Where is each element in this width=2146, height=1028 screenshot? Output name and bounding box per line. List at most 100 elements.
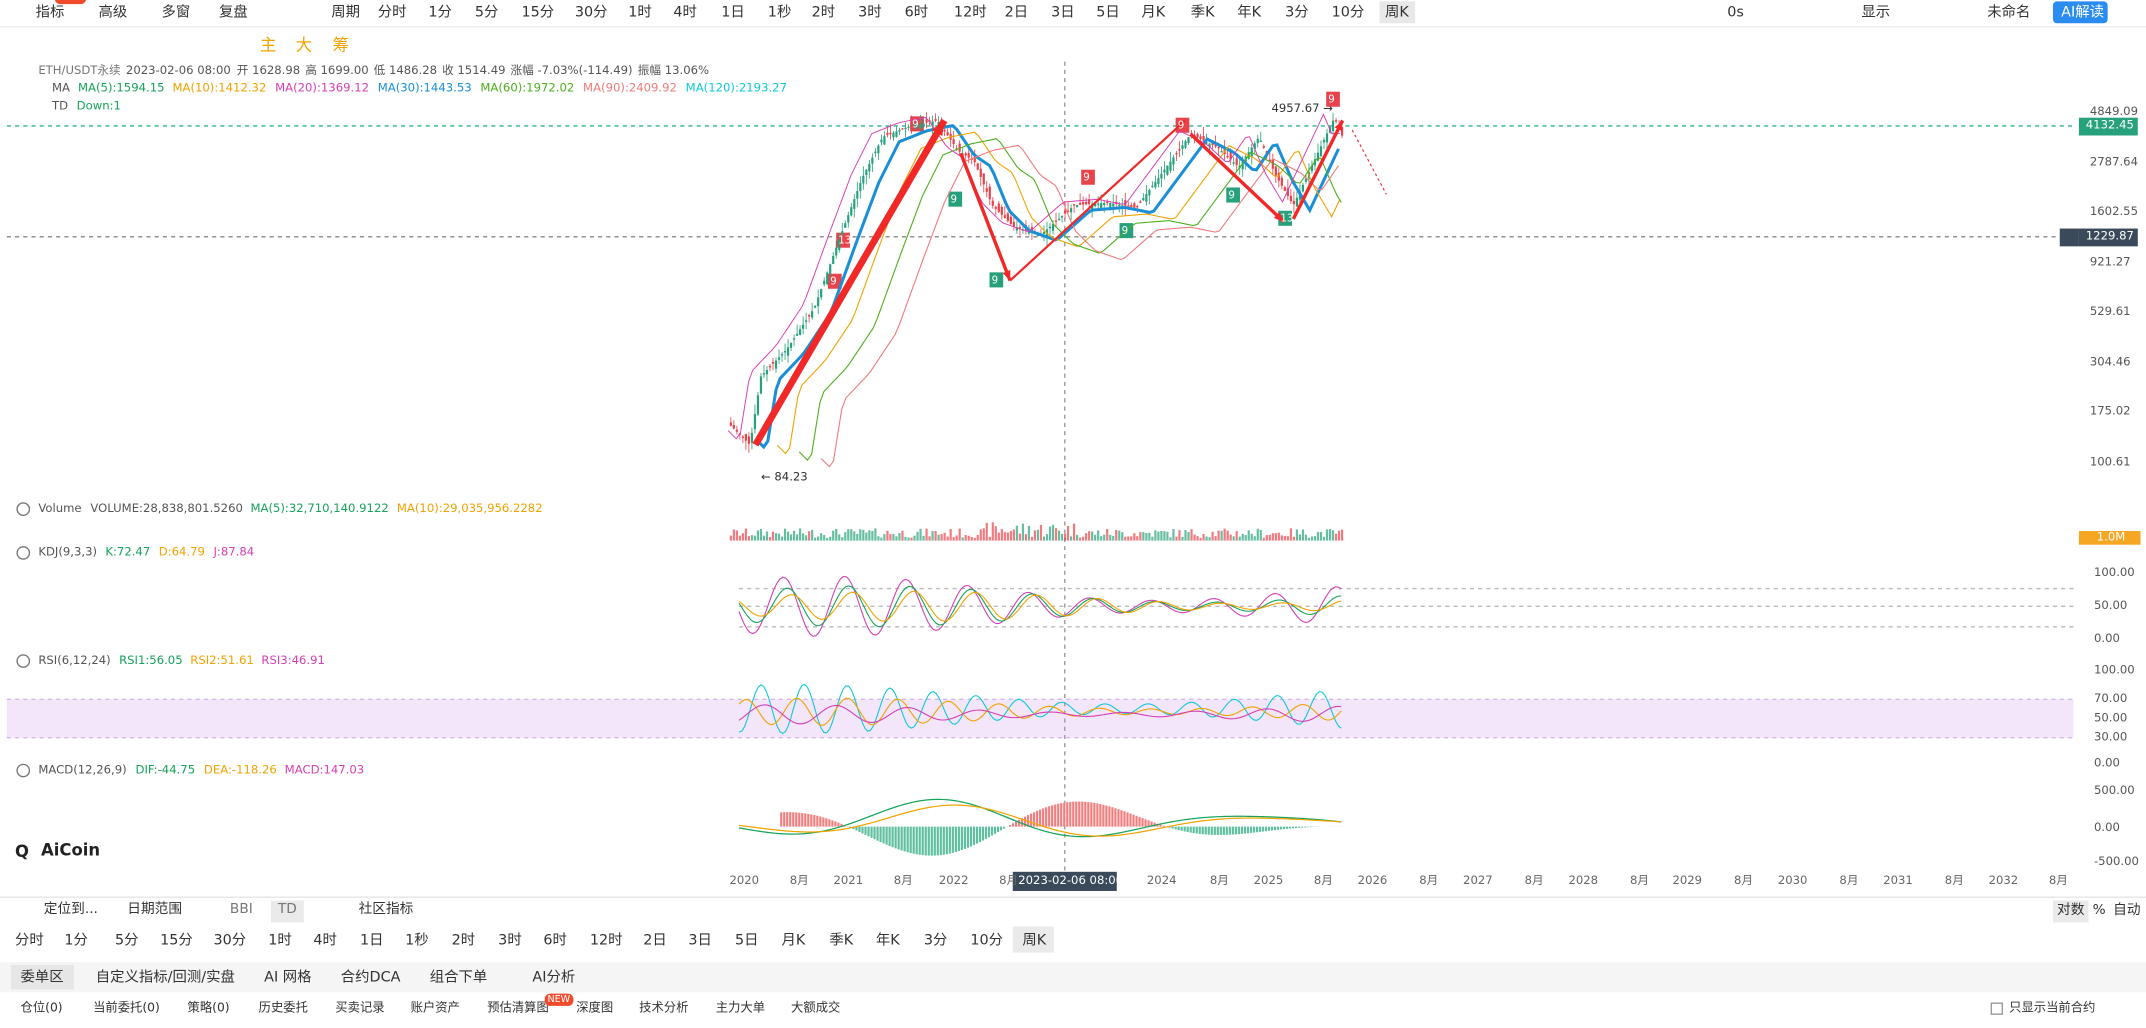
toolbar-item[interactable]: 复盘 bbox=[218, 4, 248, 21]
period-item[interactable]: 2时 bbox=[451, 932, 476, 949]
period-item[interactable]: 2日 bbox=[643, 932, 667, 949]
subtab[interactable]: 技术分析 bbox=[639, 1001, 689, 1016]
toolbar-right[interactable]: 显示 bbox=[1861, 4, 1891, 21]
subtab[interactable]: 账户资产 bbox=[410, 1001, 460, 1016]
period-item[interactable]: 12时 bbox=[953, 4, 987, 21]
macd-bar bbox=[912, 826, 915, 854]
arrow bbox=[959, 152, 1012, 282]
period-item[interactable]: 3时 bbox=[858, 4, 882, 21]
period-item[interactable]: 1时 bbox=[628, 4, 652, 21]
period-item[interactable]: 月K bbox=[1141, 4, 1166, 21]
period-item[interactable]: 季K bbox=[829, 932, 854, 949]
period-item[interactable]: 月K bbox=[781, 932, 806, 949]
period-item[interactable]: 5分 bbox=[114, 932, 139, 949]
toolbar-item[interactable]: 高级 bbox=[98, 4, 128, 21]
tab[interactable]: 自定义指标/回测/实盘 bbox=[95, 968, 235, 986]
period-item[interactable]: 3时 bbox=[498, 932, 522, 949]
candle bbox=[1262, 145, 1265, 148]
tool-item[interactable]: BBI bbox=[229, 901, 253, 917]
checkbox-label[interactable]: 只显示当前合约 bbox=[2009, 1001, 2096, 1016]
period-item[interactable]: 3日 bbox=[1051, 4, 1075, 21]
period-item[interactable]: 1日 bbox=[359, 932, 384, 949]
period-item[interactable]: 周K bbox=[1385, 4, 1409, 21]
toolbar-item[interactable]: 指标 bbox=[35, 4, 65, 21]
toolbar-item[interactable]: 周期 bbox=[331, 4, 360, 21]
time-label: 2030 bbox=[1777, 874, 1808, 889]
tool-item[interactable]: 社区指标 bbox=[358, 901, 414, 917]
period-item[interactable]: 30分 bbox=[213, 932, 247, 949]
macd-bar bbox=[975, 826, 979, 844]
period-item[interactable]: 2日 bbox=[1004, 4, 1029, 21]
subtab[interactable]: 深度图 bbox=[576, 1001, 614, 1016]
candle bbox=[1340, 126, 1344, 136]
tab[interactable]: AI分析 bbox=[532, 968, 576, 986]
toolbar-right[interactable]: 0s bbox=[1727, 4, 1744, 21]
subtab[interactable]: 策略(0) bbox=[187, 1001, 230, 1016]
toolbar-item[interactable]: 多窗 bbox=[161, 4, 191, 21]
period-item[interactable]: 5日 bbox=[734, 932, 759, 949]
volume-bar bbox=[889, 534, 892, 541]
tab[interactable]: 合约DCA bbox=[340, 968, 401, 986]
plus-button[interactable] bbox=[2059, 228, 2079, 247]
draw-tool[interactable]: 主 bbox=[260, 35, 277, 55]
volume-bar bbox=[1030, 536, 1034, 541]
period-item[interactable]: 6时 bbox=[904, 4, 929, 21]
volume-bar bbox=[1103, 534, 1106, 541]
period-item[interactable]: 10分 bbox=[970, 932, 1004, 949]
period-item[interactable]: 1分 bbox=[64, 932, 88, 949]
scale-item[interactable]: 对数 bbox=[2057, 903, 2085, 919]
period-item[interactable]: 年K bbox=[875, 932, 900, 949]
period-item[interactable]: 3分 bbox=[923, 932, 948, 949]
period-item[interactable]: 30分 bbox=[574, 4, 608, 21]
candle bbox=[994, 206, 997, 209]
period-item[interactable]: 1秒 bbox=[767, 4, 792, 21]
period-item[interactable]: 4时 bbox=[673, 4, 697, 21]
subtab[interactable]: 主力大单 bbox=[715, 1001, 766, 1016]
period-item[interactable]: 分时 bbox=[377, 4, 407, 21]
candle bbox=[1042, 232, 1046, 234]
toolbar-right[interactable]: AI解读 bbox=[2061, 4, 2104, 21]
subtab[interactable]: 历史委托 bbox=[258, 1001, 308, 1016]
period-item[interactable]: 1日 bbox=[721, 4, 745, 21]
tab[interactable]: AI 网格 bbox=[264, 968, 312, 986]
period-item[interactable]: 2时 bbox=[811, 4, 836, 21]
scale-item[interactable]: % bbox=[2092, 903, 2106, 919]
scale-item[interactable]: 自动 bbox=[2113, 903, 2141, 919]
period-item[interactable]: 10分 bbox=[1331, 4, 1365, 21]
period-item[interactable]: 4时 bbox=[313, 932, 337, 949]
volume-bar bbox=[892, 533, 895, 541]
period-item[interactable]: 季K bbox=[1190, 4, 1215, 21]
draw-tool[interactable]: 筹 bbox=[332, 35, 350, 55]
subtab[interactable]: 仓位(0) bbox=[20, 1001, 63, 1016]
tool-item[interactable]: 日期范围 bbox=[127, 901, 183, 917]
tool-item[interactable]: TD bbox=[277, 901, 297, 917]
period-item[interactable]: 周K bbox=[1022, 932, 1047, 949]
volume-bar bbox=[762, 535, 766, 541]
period-item[interactable]: 1分 bbox=[428, 4, 452, 21]
period-item[interactable]: 3分 bbox=[1285, 4, 1309, 21]
period-item[interactable]: 12时 bbox=[589, 932, 623, 949]
subtab[interactable]: 预估清算图 bbox=[487, 1001, 549, 1016]
volume-bar bbox=[841, 537, 844, 541]
candle bbox=[883, 136, 886, 145]
period-item[interactable]: 5分 bbox=[474, 4, 499, 21]
subtab[interactable]: 当前委托(0) bbox=[93, 1001, 160, 1016]
draw-tool[interactable]: 大 bbox=[295, 35, 313, 55]
period-item[interactable]: 分时 bbox=[15, 932, 44, 949]
toolbar-right[interactable]: 未命名 bbox=[1987, 4, 2031, 21]
tab[interactable]: 委单区 bbox=[20, 968, 64, 986]
period-item[interactable]: 15分 bbox=[521, 4, 555, 21]
subtab[interactable]: 买卖记录 bbox=[335, 1001, 385, 1016]
period-item[interactable]: 3日 bbox=[688, 932, 712, 949]
macd-bar bbox=[1036, 810, 1039, 827]
period-item[interactable]: 1秒 bbox=[405, 932, 429, 949]
period-item[interactable]: 6时 bbox=[543, 932, 567, 949]
ai-button[interactable] bbox=[2052, 1, 2108, 24]
tool-item[interactable]: 定位到... bbox=[43, 901, 98, 917]
subtab[interactable]: 大额成交 bbox=[791, 1001, 841, 1016]
period-item[interactable]: 年K bbox=[1237, 4, 1262, 21]
period-item[interactable]: 15分 bbox=[160, 932, 193, 949]
tab[interactable]: 组合下单 bbox=[429, 968, 488, 986]
period-item[interactable]: 1时 bbox=[268, 932, 292, 949]
period-item[interactable]: 5日 bbox=[1096, 4, 1120, 21]
